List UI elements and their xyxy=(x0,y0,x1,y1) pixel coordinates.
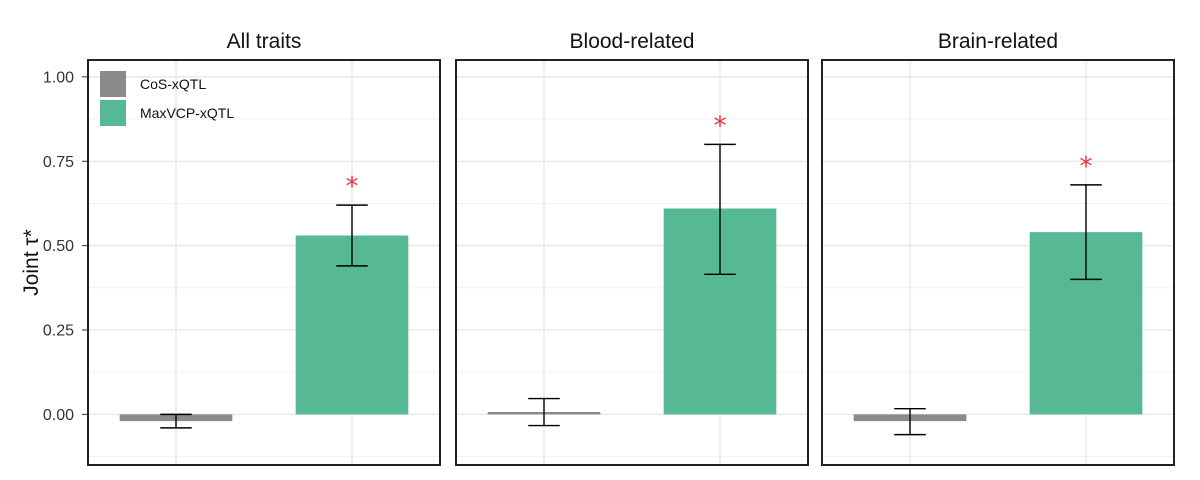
y-tick-label: 0.50 xyxy=(43,238,74,255)
legend-label: CoS-xQTL xyxy=(140,76,206,92)
facet-title: All traits xyxy=(227,30,302,53)
legend-swatch xyxy=(100,100,126,126)
panel-frame xyxy=(455,59,809,466)
legend: CoS-xQTL MaxVCP-xQTL xyxy=(100,71,234,126)
legend-swatch xyxy=(100,71,126,97)
legend-label: MaxVCP-xQTL xyxy=(140,105,234,121)
y-tick-label: 0.25 xyxy=(43,323,74,340)
facet-panel-1: All traits * CoS-xQTL MaxVCP-xQTL xyxy=(87,30,441,466)
panel-frame xyxy=(821,59,1175,466)
y-tick-label: 0.00 xyxy=(43,407,74,424)
facet-title: Brain-related xyxy=(938,30,1058,53)
y-axis-title: Joint τ* xyxy=(20,229,43,296)
significance-star: * xyxy=(1080,152,1093,182)
panel-frame xyxy=(87,59,441,466)
significance-star: * xyxy=(714,111,727,141)
y-tick-label: 1.00 xyxy=(43,69,74,86)
y-tick-label: 0.75 xyxy=(43,154,74,171)
significance-star: * xyxy=(346,172,359,202)
facet-title: Blood-related xyxy=(570,30,695,53)
facet-panel-2: Blood-related * xyxy=(455,30,809,466)
facet-panel-3: Brain-related * xyxy=(821,30,1175,466)
